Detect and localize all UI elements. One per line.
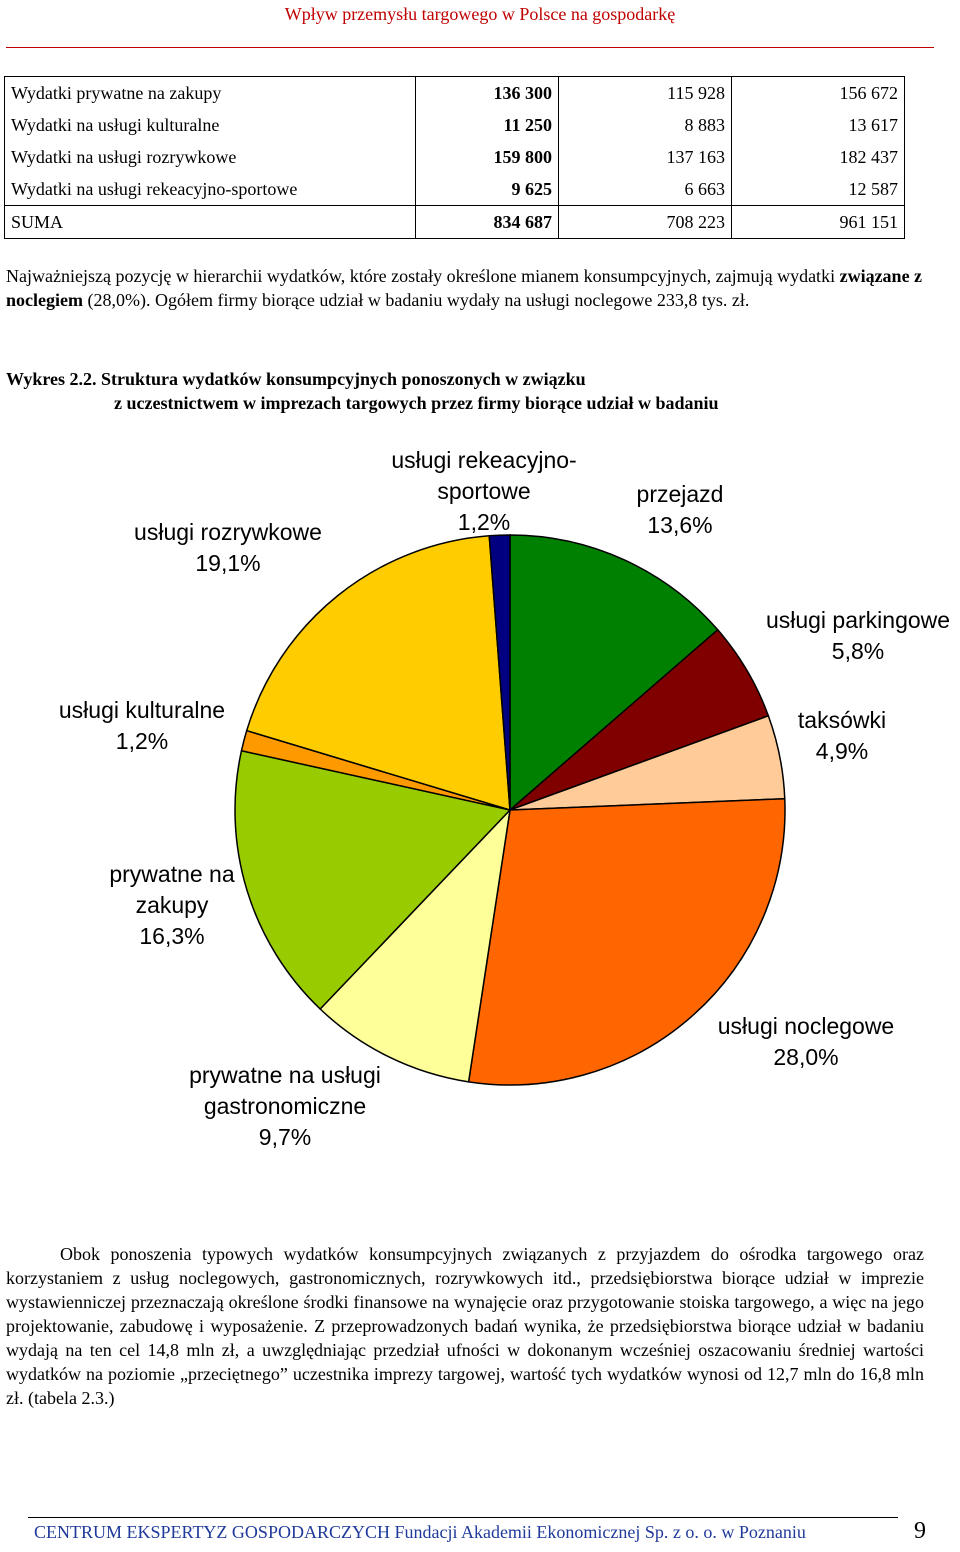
row-label: Wydatki na usługi kulturalne — [4, 109, 416, 141]
slice-label: przejazd — [637, 481, 724, 507]
pie-chart: przejazd 13,6% usługi parkingowe 5,8% taksów… — [59, 447, 950, 1150]
slice-label: 9,7% — [259, 1124, 311, 1150]
slice-label: usługi rozrywkowe — [134, 519, 322, 545]
paragraph-accommodation: Najważniejszą pozycję w hierarchii wydat… — [6, 264, 926, 312]
paragraph-stand-costs: Obok ponoszenia typowych wydatków konsum… — [6, 1244, 924, 1408]
slice-label: 5,8% — [832, 638, 884, 664]
value-cell: 708 223 — [558, 205, 732, 239]
slice-label: usługi kulturalne — [59, 697, 225, 723]
table-sum-row: SUMA 834 687 708 223 961 151 — [4, 205, 905, 239]
value-cell: 9 625 — [415, 173, 559, 206]
slice-label: sportowe — [437, 478, 530, 504]
value-cell: 156 672 — [731, 76, 905, 109]
row-label: Wydatki prywatne na zakupy — [4, 76, 416, 109]
pie-slice — [234, 749, 512, 1011]
row-label: SUMA — [4, 205, 416, 239]
page-header: Wpływ przemysłu targowego w Polsce na go… — [284, 4, 676, 24]
value-cell: 12 587 — [731, 173, 905, 206]
pie-slice — [488, 534, 511, 811]
page-number: 9 — [914, 1518, 926, 1544]
slice-label: 19,1% — [195, 550, 260, 576]
value-cell: 6 663 — [558, 173, 732, 206]
footer-text: CENTRUM EKSPERTYZ GOSPODARCZYCH Fundacji… — [34, 1522, 806, 1542]
value-cell: 13 617 — [731, 109, 905, 141]
slice-label: 28,0% — [773, 1044, 838, 1070]
slice-label: 13,6% — [647, 512, 712, 538]
table-row: Wydatki na usługi rekeacyjno-sportowe 9 … — [4, 173, 905, 206]
pie-slice — [245, 534, 511, 812]
paragraph-text: (28,0%). Ogółem firmy biorące udział w b… — [82, 290, 750, 310]
pie-slice — [509, 534, 719, 812]
slice-label: prywatne na — [109, 861, 235, 887]
slice-label: usługi parkingowe — [766, 607, 950, 633]
slice-label: usługi noclegowe — [718, 1013, 894, 1039]
footer-rule — [28, 1517, 898, 1518]
slice-label: 16,3% — [139, 923, 204, 949]
slice-label: 4,9% — [816, 738, 868, 764]
value-cell: 137 163 — [558, 141, 732, 173]
table-row: Wydatki na usługi rozrywkowe 159 800 137… — [4, 141, 905, 173]
expenses-table: Wydatki prywatne na zakupy 136 300 115 9… — [4, 76, 905, 239]
slice-label: gastronomiczne — [204, 1093, 366, 1119]
value-cell: 159 800 — [415, 141, 559, 173]
row-label: Wydatki na usługi rekeacyjno-sportowe — [4, 173, 416, 206]
pie-slice — [319, 807, 512, 1083]
paragraph-text: Najważniejszą pozycję w hierarchii wydat… — [6, 266, 840, 286]
slice-label: prywatne na usługi — [189, 1062, 381, 1088]
paragraph-bold-text: związane z noclegiem — [6, 266, 923, 310]
value-cell: 961 151 — [731, 205, 905, 239]
value-cell: 182 437 — [731, 141, 905, 173]
figure-caption: Wykres 2.2. Struktura wydatków konsumpcy… — [6, 367, 936, 415]
pie-slice — [467, 797, 786, 1086]
slice-label: 1,2% — [458, 509, 510, 535]
value-cell: 8 883 — [558, 109, 732, 141]
value-cell: 834 687 — [415, 205, 559, 239]
value-cell: 115 928 — [558, 76, 732, 109]
row-label: Wydatki na usługi rozrywkowe — [4, 141, 416, 173]
slice-label: usługi rekeacyjno- — [391, 447, 576, 473]
slice-label: zakupy — [136, 892, 209, 918]
value-cell: 136 300 — [415, 76, 559, 109]
table-row: Wydatki na usługi kulturalne 11 250 8 88… — [4, 109, 905, 141]
slice-label: taksówki — [798, 707, 886, 733]
caption-line-1: Wykres 2.2. Struktura wydatków konsumpcy… — [6, 369, 586, 389]
header-rule — [6, 47, 934, 48]
value-cell: 11 250 — [415, 109, 559, 141]
caption-line-2: z uczestnictwem w imprezach targowych pr… — [114, 393, 719, 413]
slice-label: 1,2% — [116, 728, 168, 754]
table-row: Wydatki prywatne na zakupy 136 300 115 9… — [4, 76, 905, 109]
